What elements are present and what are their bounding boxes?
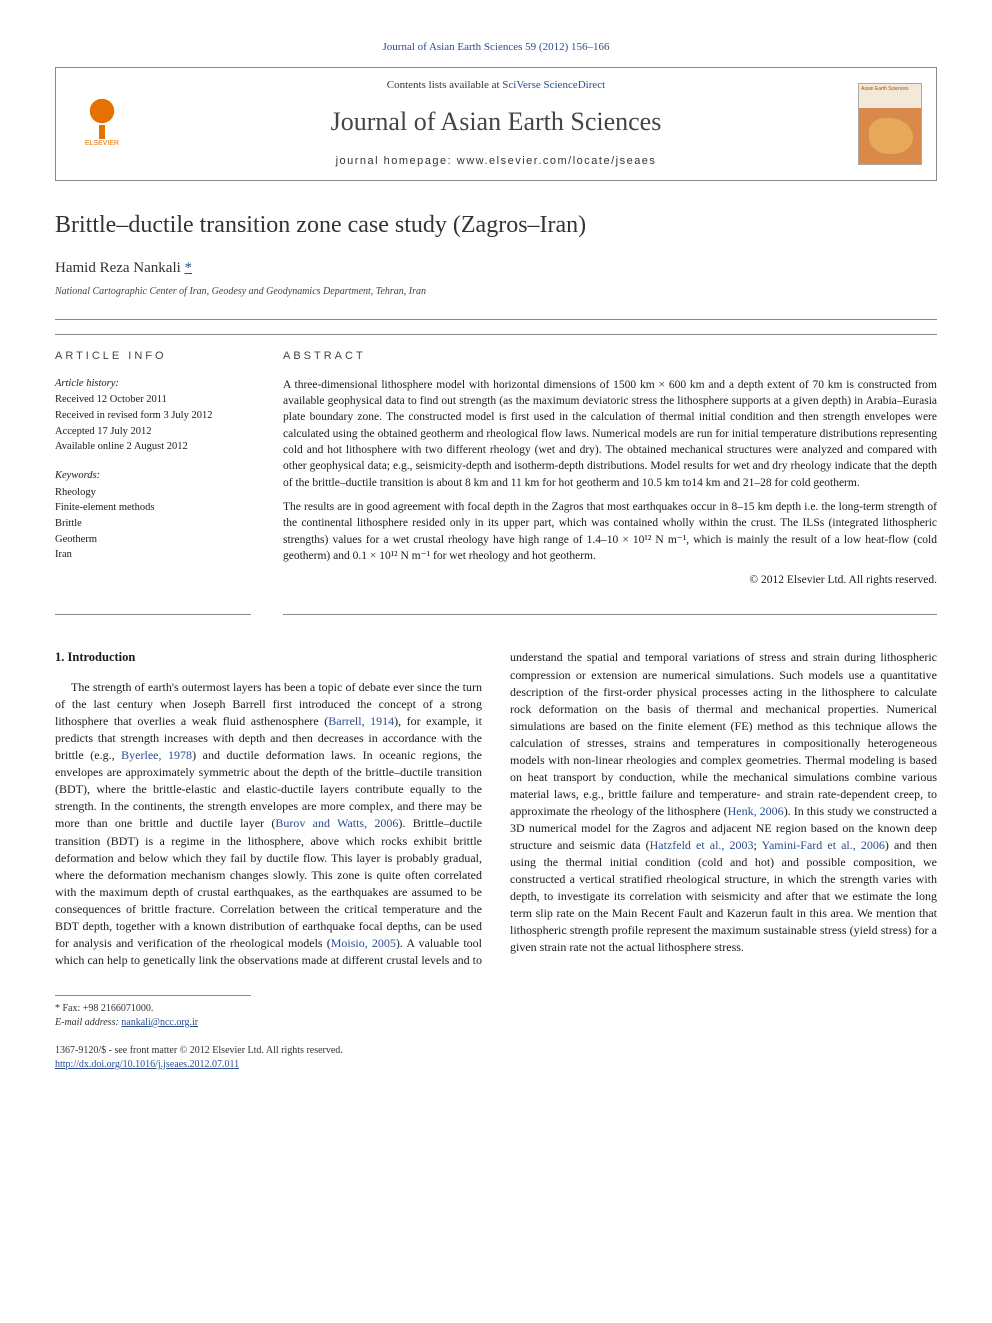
author-text: Hamid Reza Nankali xyxy=(55,260,181,276)
body-text: ). Brittle–ductile transition (BDT) is a… xyxy=(55,816,482,949)
journal-reference-top: Journal of Asian Earth Sciences 59 (2012… xyxy=(55,40,937,55)
introduction-heading: 1. Introduction xyxy=(55,649,482,667)
keyword: Iran xyxy=(55,548,251,563)
email-label: E-mail address: xyxy=(55,1017,121,1028)
tree-icon xyxy=(82,99,122,139)
author-affiliation: National Cartographic Center of Iran, Ge… xyxy=(55,285,937,299)
cover-title: Asian Earth Sciences xyxy=(861,86,919,93)
homepage-url: www.elsevier.com/locate/jseaes xyxy=(457,155,657,167)
received-date: Received 12 October 2011 xyxy=(55,393,251,408)
journal-cover-thumbnail: Asian Earth Sciences xyxy=(858,83,922,165)
article-info-heading: article info xyxy=(55,349,251,364)
online-date: Available online 2 August 2012 xyxy=(55,440,251,455)
map-graphic-icon xyxy=(869,118,913,154)
citation-link[interactable]: Byerlee, 1978 xyxy=(121,748,192,762)
fax-line: * Fax: +98 2166071000. xyxy=(55,1002,251,1016)
abstract-box: abstract A three-dimensional lithosphere… xyxy=(283,335,937,615)
citation-link[interactable]: Yamini-Fard et al., 2006 xyxy=(762,838,885,852)
email-link[interactable]: nankali@ncc.org.ir xyxy=(121,1017,198,1028)
corresponding-author-link[interactable]: * xyxy=(185,260,193,276)
body-columns: 1. Introduction The strength of earth's … xyxy=(55,649,937,968)
info-abstract-container: article info Article history: Received 1… xyxy=(55,334,937,615)
keyword: Finite-element methods xyxy=(55,501,251,516)
keyword: Rheology xyxy=(55,486,251,501)
article-title: Brittle–ductile transition zone case stu… xyxy=(55,209,937,243)
email-line: E-mail address: nankali@ncc.org.ir xyxy=(55,1016,251,1030)
contents-prefix: Contents lists available at xyxy=(387,79,502,91)
body-text: ; xyxy=(754,838,762,852)
citation-link[interactable]: Moisio, 2005 xyxy=(331,936,396,950)
accepted-date: Accepted 17 July 2012 xyxy=(55,425,251,440)
citation-link[interactable]: Barrell, 1914 xyxy=(328,714,394,728)
sciencedirect-link[interactable]: SciVerse ScienceDirect xyxy=(502,79,605,91)
journal-header-box: ELSEVIER Contents lists available at Sci… xyxy=(55,67,937,180)
homepage-prefix: journal homepage: xyxy=(336,155,457,167)
corresponding-footer: * Fax: +98 2166071000. E-mail address: n… xyxy=(55,995,251,1030)
revised-date: Received in revised form 3 July 2012 xyxy=(55,409,251,424)
header-center: Contents lists available at SciVerse Sci… xyxy=(134,78,858,169)
citation-link[interactable]: Henk, 2006 xyxy=(728,804,784,818)
bottom-footer: 1367-9120/$ - see front matter © 2012 El… xyxy=(55,1044,937,1072)
keywords-label: Keywords: xyxy=(55,469,251,484)
introduction-paragraph: The strength of earth's outermost layers… xyxy=(55,649,937,968)
abstract-paragraph-2: The results are in good agreement with f… xyxy=(283,499,937,564)
citation-link[interactable]: Hatzfeld et al., 2003 xyxy=(650,838,754,852)
abstract-copyright: © 2012 Elsevier Ltd. All rights reserved… xyxy=(283,572,937,588)
journal-homepage: journal homepage: www.elsevier.com/locat… xyxy=(134,154,858,169)
abstract-heading: abstract xyxy=(283,349,937,364)
issn-line: 1367-9120/$ - see front matter © 2012 El… xyxy=(55,1044,937,1058)
doi-link[interactable]: http://dx.doi.org/10.1016/j.jseaes.2012.… xyxy=(55,1059,239,1070)
abstract-paragraph-1: A three-dimensional lithosphere model wi… xyxy=(283,377,937,491)
contents-available-line: Contents lists available at SciVerse Sci… xyxy=(134,78,858,93)
divider xyxy=(55,319,937,320)
article-info-box: article info Article history: Received 1… xyxy=(55,335,251,615)
citation-link[interactable]: Burov and Watts, 2006 xyxy=(275,816,398,830)
journal-title: Journal of Asian Earth Sciences xyxy=(134,104,858,140)
body-text: ) and then using the thermal initial con… xyxy=(510,838,937,954)
publisher-name: ELSEVIER xyxy=(85,139,119,149)
author-name: Hamid Reza Nankali * xyxy=(55,258,937,279)
elsevier-logo: ELSEVIER xyxy=(70,88,134,160)
history-label: Article history: xyxy=(55,377,251,392)
keyword: Brittle xyxy=(55,517,251,532)
keyword: Geotherm xyxy=(55,533,251,548)
